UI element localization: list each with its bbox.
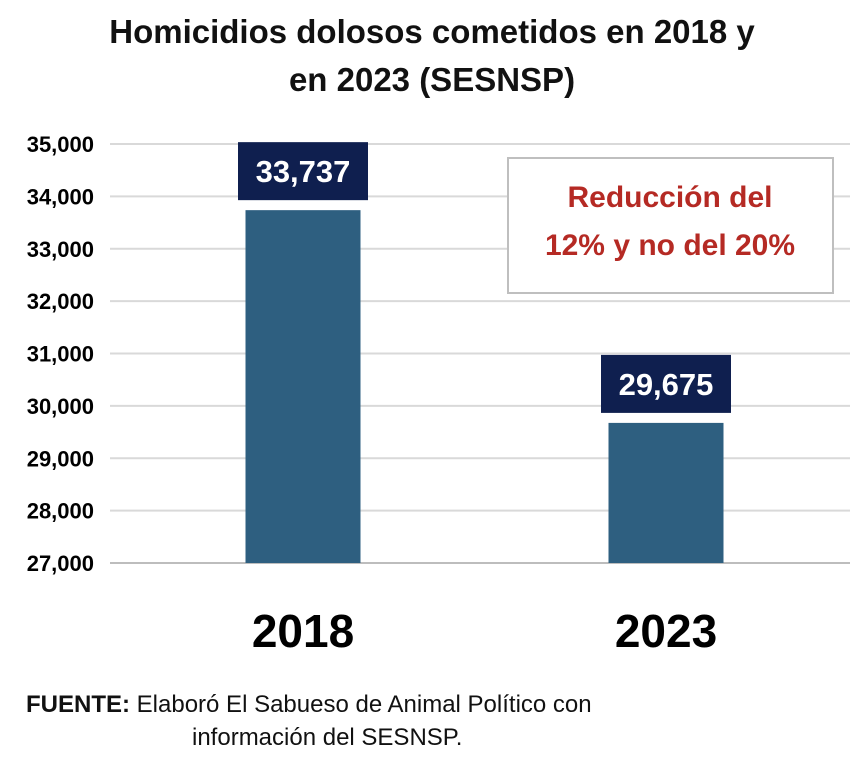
x-axis-tick-labels: 2018 2023 [252, 605, 717, 657]
data-label-box [601, 354, 731, 413]
bar-2023 [608, 422, 724, 563]
chart-title: Homicidios dolosos cometidos en 2018 y e… [0, 8, 864, 104]
source-text: Elaboró El Sabueso de Animal Político co… [130, 691, 592, 718]
y-tick-label: 32,000 [27, 289, 94, 314]
y-tick-label: 34,000 [27, 184, 94, 209]
source-label: FUENTE: [26, 691, 130, 718]
data-label: 29,675 [619, 367, 714, 402]
bar-2018 [245, 210, 361, 563]
source-note: FUENTE: Elaboró El Sabueso de Animal Pol… [0, 688, 864, 754]
chart-title-line-1: Homicidios dolosos cometidos en 2018 y [109, 13, 755, 50]
data-label: 33,737 [256, 154, 351, 189]
bar-chart: 27,000 28,000 29,000 30,000 31,000 32,000 33,0… [27, 132, 850, 657]
y-tick-label: 29,000 [27, 446, 94, 471]
source-text-2: información del SESNSP. [192, 724, 463, 751]
y-tick-label: 33,000 [27, 237, 94, 262]
y-tick-label: 31,000 [27, 342, 94, 367]
bars: 33,737 29,675 [238, 142, 731, 563]
annotation-box: Reducción del 12% y no del 20% [507, 157, 834, 294]
y-tick-label: 35,000 [27, 132, 94, 157]
x-tick-label: 2023 [615, 605, 717, 657]
data-label-box [238, 142, 368, 201]
y-tick-label: 28,000 [27, 499, 94, 524]
x-tick-label: 2018 [252, 605, 354, 657]
chart-title-line-2: en 2023 (SESNSP) [288, 61, 576, 98]
annotation-line-2: 12% y no del 20% [545, 229, 795, 262]
y-tick-label: 30,000 [27, 394, 94, 419]
annotation-line-1: Reducción del [567, 181, 772, 214]
y-tick-label: 27,000 [27, 551, 94, 576]
y-axis-tick-labels: 27,000 28,000 29,000 30,000 31,000 32,000 33,0… [27, 132, 94, 576]
